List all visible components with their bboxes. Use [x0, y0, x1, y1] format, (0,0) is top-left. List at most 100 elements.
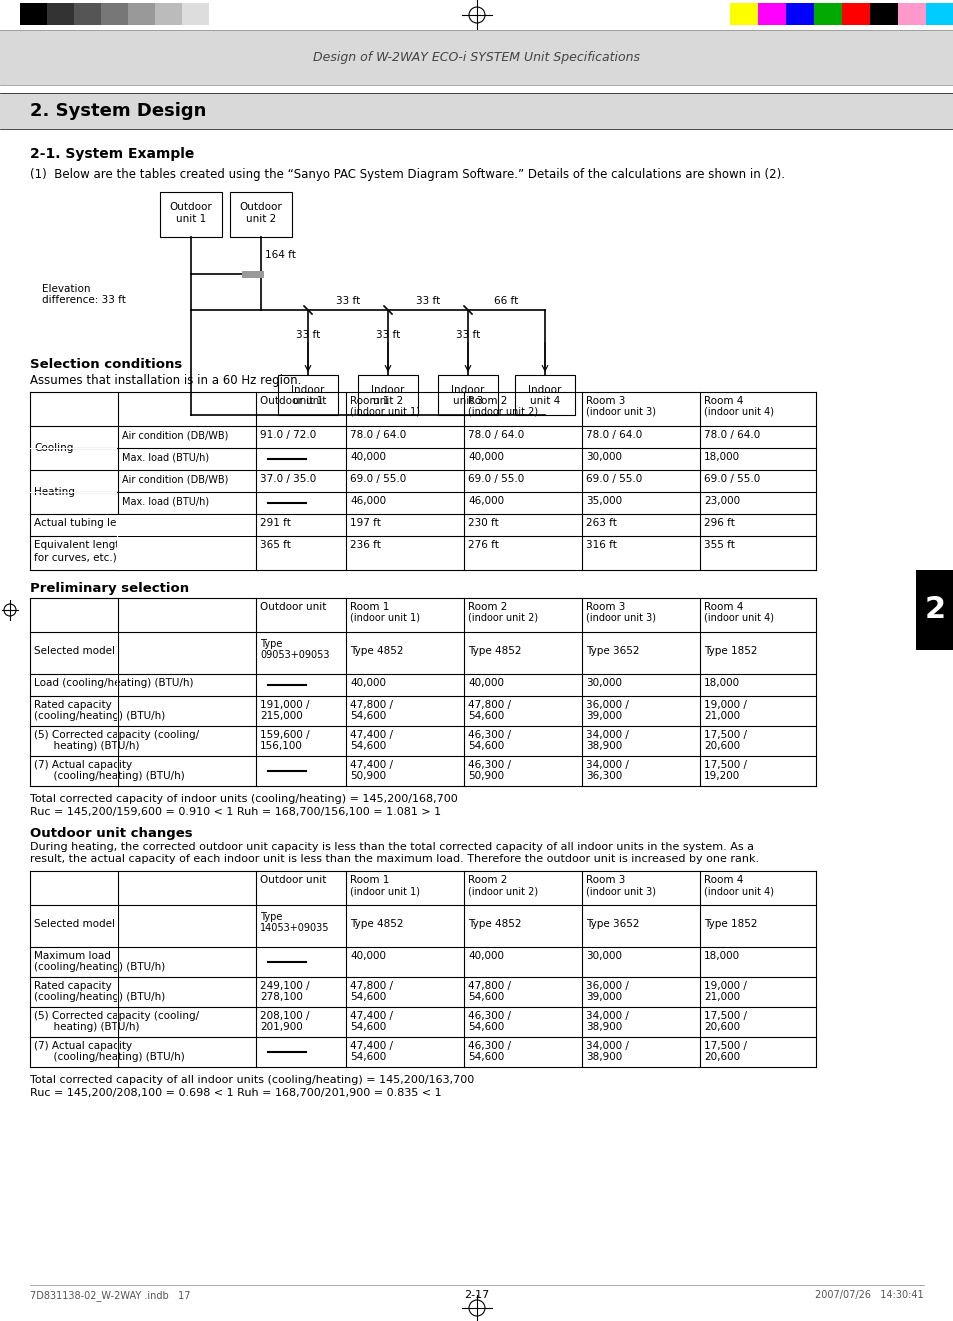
Bar — [277, 375, 337, 415]
Text: (indoor unit 2): (indoor unit 2) — [468, 407, 537, 417]
Text: 191,000 /: 191,000 / — [260, 700, 309, 709]
Text: 21,000: 21,000 — [703, 992, 740, 1003]
Text: Max. load (BTU/h): Max. load (BTU/h) — [122, 495, 209, 506]
Text: Air condition (DB/WB): Air condition (DB/WB) — [122, 474, 228, 483]
Bar — [117, 727, 118, 756]
Text: 47,800 /: 47,800 / — [350, 700, 393, 709]
Text: 33 ft: 33 ft — [295, 330, 320, 339]
Text: Selection conditions: Selection conditions — [30, 358, 182, 371]
Text: 263 ft: 263 ft — [585, 518, 617, 528]
Bar — [117, 696, 118, 725]
Text: 33 ft: 33 ft — [335, 296, 359, 306]
Text: Outdoor: Outdoor — [239, 202, 282, 211]
Bar — [20, 3, 47, 25]
Text: 278,100: 278,100 — [260, 992, 302, 1003]
Text: 40,000: 40,000 — [468, 678, 503, 688]
Text: Room 1: Room 1 — [350, 396, 389, 406]
Text: Assumes that installation is in a 60 Hz region.: Assumes that installation is in a 60 Hz … — [30, 374, 301, 387]
Bar — [0, 92, 953, 129]
Text: 54,600: 54,600 — [468, 741, 504, 752]
Text: 47,800 /: 47,800 / — [350, 982, 393, 991]
Text: unit 1: unit 1 — [293, 396, 323, 406]
Bar — [101, 3, 128, 25]
Bar — [117, 1008, 118, 1037]
Text: 19,000 /: 19,000 / — [703, 982, 746, 991]
Text: Actual tubing length: Actual tubing length — [34, 518, 140, 528]
Text: 40,000: 40,000 — [468, 951, 503, 960]
Text: Room 4: Room 4 — [703, 396, 742, 406]
Text: 46,300 /: 46,300 / — [468, 1011, 511, 1021]
Bar — [117, 757, 118, 786]
Text: 54,600: 54,600 — [350, 992, 386, 1003]
Text: 50,900: 50,900 — [468, 771, 503, 781]
Text: 66 ft: 66 ft — [494, 296, 517, 306]
Bar — [437, 375, 497, 415]
Text: Room 1: Room 1 — [350, 602, 389, 612]
Text: (indoor unit 4): (indoor unit 4) — [703, 886, 773, 896]
Text: (cooling/heating) (BTU/h): (cooling/heating) (BTU/h) — [34, 711, 165, 721]
Text: 78.0 / 64.0: 78.0 / 64.0 — [350, 431, 406, 440]
Text: 91.0 / 72.0: 91.0 / 72.0 — [260, 431, 315, 440]
Bar — [182, 3, 209, 25]
Text: (1)  Below are the tables created using the “Sanyo PAC System Diagram Software.”: (1) Below are the tables created using t… — [30, 168, 784, 181]
Text: Room 2: Room 2 — [468, 875, 507, 885]
Bar — [758, 3, 785, 25]
Text: 34,000 /: 34,000 / — [585, 1041, 628, 1052]
Text: 291 ft: 291 ft — [260, 518, 291, 528]
Text: 46,000: 46,000 — [468, 495, 503, 506]
Text: 46,000: 46,000 — [350, 495, 386, 506]
Text: Outdoor unit: Outdoor unit — [260, 875, 326, 885]
Text: 50,900: 50,900 — [350, 771, 386, 781]
Text: Room 4: Room 4 — [703, 875, 742, 885]
Text: (indoor unit 1): (indoor unit 1) — [350, 613, 419, 624]
Text: heating) (BTU/h): heating) (BTU/h) — [34, 1022, 139, 1032]
Text: 37.0 / 35.0: 37.0 / 35.0 — [260, 474, 315, 483]
Text: 54,600: 54,600 — [468, 1022, 504, 1032]
Text: 7D831138-02_W-2WAY .indb   17: 7D831138-02_W-2WAY .indb 17 — [30, 1291, 191, 1301]
Text: Outdoor unit: Outdoor unit — [260, 396, 326, 406]
Text: 47,400 /: 47,400 / — [350, 760, 393, 770]
Text: 17,500 /: 17,500 / — [703, 760, 746, 770]
Text: (cooling/heating) (BTU/h): (cooling/heating) (BTU/h) — [34, 1052, 185, 1062]
Text: Type 4852: Type 4852 — [350, 919, 403, 929]
Text: 47,400 /: 47,400 / — [350, 731, 393, 740]
Bar — [515, 375, 575, 415]
Text: for curves, etc.): for curves, etc.) — [34, 552, 116, 561]
Text: difference: 33 ft: difference: 33 ft — [42, 295, 126, 305]
Text: 38,900: 38,900 — [585, 741, 621, 752]
Text: 2007/07/26   14:30:41: 2007/07/26 14:30:41 — [815, 1291, 923, 1300]
Text: 2-17: 2-17 — [464, 1291, 489, 1300]
Text: Cooling: Cooling — [34, 443, 73, 453]
Text: (indoor unit 3): (indoor unit 3) — [585, 407, 656, 417]
Text: 17,500 /: 17,500 / — [703, 1041, 746, 1052]
Bar — [785, 3, 813, 25]
Text: 164 ft: 164 ft — [265, 250, 295, 260]
Text: Rated capacity: Rated capacity — [34, 700, 112, 709]
Text: 47,800 /: 47,800 / — [468, 982, 511, 991]
Text: 249,100 /: 249,100 / — [260, 982, 310, 991]
Text: 46,300 /: 46,300 / — [468, 1041, 511, 1052]
Text: Preliminary selection: Preliminary selection — [30, 583, 189, 594]
Text: 197 ft: 197 ft — [350, 518, 380, 528]
Text: 2-1. System Example: 2-1. System Example — [30, 147, 194, 161]
Text: 365 ft: 365 ft — [260, 540, 291, 550]
Bar — [925, 3, 953, 25]
Text: 34,000 /: 34,000 / — [585, 731, 628, 740]
Text: Indoor: Indoor — [371, 384, 404, 395]
Text: Load (cooling/heating) (BTU/h): Load (cooling/heating) (BTU/h) — [34, 678, 193, 688]
Bar — [117, 536, 118, 569]
Text: 78.0 / 64.0: 78.0 / 64.0 — [468, 431, 524, 440]
Text: 21,000: 21,000 — [703, 711, 740, 721]
Text: 316 ft: 316 ft — [585, 540, 617, 550]
Text: 38,900: 38,900 — [585, 1052, 621, 1062]
Text: 19,200: 19,200 — [703, 771, 740, 781]
Text: Equivalent length (with consideration: Equivalent length (with consideration — [34, 540, 230, 550]
Text: Ruc = 145,200/208,100 = 0.698 < 1 Ruh = 168,700/201,900 = 0.835 < 1: Ruc = 145,200/208,100 = 0.698 < 1 Ruh = … — [30, 1089, 441, 1098]
Text: Type 1852: Type 1852 — [703, 919, 757, 929]
Bar — [357, 375, 417, 415]
Text: 19,000 /: 19,000 / — [703, 700, 746, 709]
Bar — [915, 569, 953, 650]
Text: 54,600: 54,600 — [468, 1052, 504, 1062]
Text: 33 ft: 33 ft — [456, 330, 479, 339]
Text: 69.0 / 55.0: 69.0 / 55.0 — [703, 474, 760, 483]
